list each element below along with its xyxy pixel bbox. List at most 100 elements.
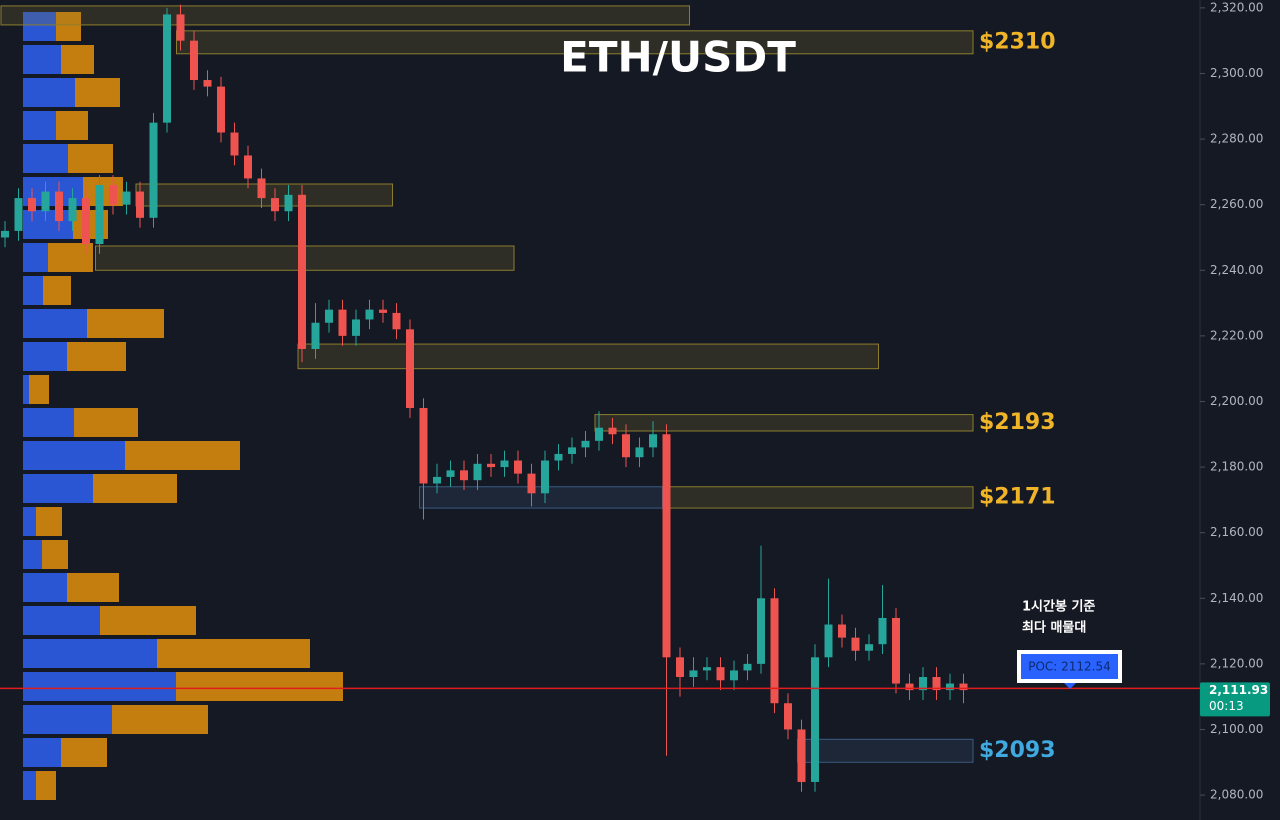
y-tick-label: 2,200.00 — [1210, 394, 1263, 408]
candle-body — [487, 463, 495, 468]
profile-bar — [23, 276, 43, 305]
profile-bar — [23, 606, 100, 635]
candle-body — [784, 703, 792, 730]
candle-body — [365, 309, 374, 320]
candle-body — [878, 617, 887, 645]
zone — [176, 30, 974, 55]
y-tick-label: 2,180.00 — [1210, 460, 1263, 474]
candle-body — [176, 14, 185, 41]
candle-body — [473, 463, 482, 481]
zone-label: $2171 — [979, 484, 1056, 509]
profile-bar — [23, 474, 93, 503]
last-price-label: 2,111.93 — [1209, 683, 1268, 697]
profile-bar — [23, 738, 61, 767]
profile-bar — [87, 309, 164, 338]
candles — [1, 4, 968, 792]
profile-bar — [23, 210, 73, 239]
profile-bar — [67, 342, 126, 371]
profile-bar — [43, 276, 71, 305]
candle-body — [392, 312, 401, 330]
y-tick-label: 2,080.00 — [1210, 788, 1263, 802]
candle-body — [190, 40, 198, 81]
profile-bar — [23, 309, 87, 338]
candle-body — [14, 198, 23, 231]
profile-bar — [23, 639, 157, 668]
candle-body — [298, 194, 306, 349]
candle-body — [676, 657, 684, 677]
zone-label: $2310 — [979, 29, 1056, 54]
candle-body — [203, 80, 212, 87]
last-price-tag — [1200, 682, 1270, 717]
candle-body — [892, 617, 900, 684]
profile-bar — [75, 78, 120, 107]
y-tick-label: 2,120.00 — [1210, 656, 1263, 670]
poc-label: POC: 2112.54 — [1028, 660, 1111, 674]
candle-body — [770, 598, 779, 704]
profile-bar — [23, 111, 56, 140]
candle-body — [851, 637, 860, 651]
candle-body — [230, 132, 239, 156]
note-line: 1시간봉 기준 — [1022, 599, 1095, 615]
candle-body — [352, 319, 360, 336]
profile-bar — [176, 672, 343, 701]
profile-bar — [23, 243, 48, 272]
candle-body — [905, 683, 914, 691]
candle-body — [68, 198, 77, 222]
candle-body — [865, 644, 873, 651]
y-tick-label: 2,100.00 — [1210, 722, 1263, 736]
candle-body — [217, 86, 225, 133]
candle-body — [149, 122, 158, 218]
profile-bar — [125, 441, 240, 470]
candle-body — [622, 434, 630, 458]
profile-bar — [23, 573, 67, 602]
candle-body — [379, 309, 387, 313]
candle-body — [568, 447, 576, 454]
profile-bar — [67, 573, 119, 602]
candle-body — [325, 309, 333, 323]
y-tick-label: 2,160.00 — [1210, 525, 1263, 539]
zone — [662, 486, 974, 509]
profile-bar — [23, 672, 176, 701]
candle-body — [244, 155, 252, 179]
profile-bar — [29, 375, 49, 404]
profile-bar — [23, 144, 68, 173]
candle-body — [136, 191, 144, 218]
candle-body — [82, 198, 90, 245]
profile-bar — [23, 12, 56, 41]
candle-body — [284, 194, 293, 212]
profile-bar — [23, 540, 42, 569]
countdown-label: 00:13 — [1209, 699, 1244, 713]
zone — [0, 5, 690, 26]
y-tick-label: 2,260.00 — [1210, 197, 1263, 211]
candle-body — [500, 460, 509, 468]
y-tick-label: 2,280.00 — [1210, 132, 1263, 146]
candle-body — [649, 434, 657, 448]
profile-bar — [56, 111, 88, 140]
candle-body — [554, 453, 563, 461]
profile-bar — [23, 78, 75, 107]
candle-body — [514, 460, 522, 474]
profile-bar — [68, 144, 113, 173]
profile-bar — [61, 738, 107, 767]
candle-body — [311, 322, 320, 349]
candle-body — [662, 434, 671, 658]
candle-body — [703, 667, 711, 671]
candle-body — [257, 178, 266, 199]
candle-body — [527, 473, 536, 494]
candle-body — [419, 408, 428, 484]
y-tick-label: 2,240.00 — [1210, 263, 1263, 277]
y-tick-label: 2,320.00 — [1210, 0, 1263, 14]
profile-bar — [23, 441, 125, 470]
zones: $2310 $2193 $2171 $2093 — [0, 5, 1056, 763]
profile-bar — [61, 45, 94, 74]
profile-bar — [23, 705, 112, 734]
candle-body — [28, 198, 36, 212]
candle-body — [1, 230, 9, 238]
profile-bar — [74, 408, 138, 437]
profile-bar — [36, 507, 62, 536]
candle-body — [55, 191, 63, 222]
profile-bar — [23, 342, 67, 371]
candle-body — [757, 598, 765, 664]
